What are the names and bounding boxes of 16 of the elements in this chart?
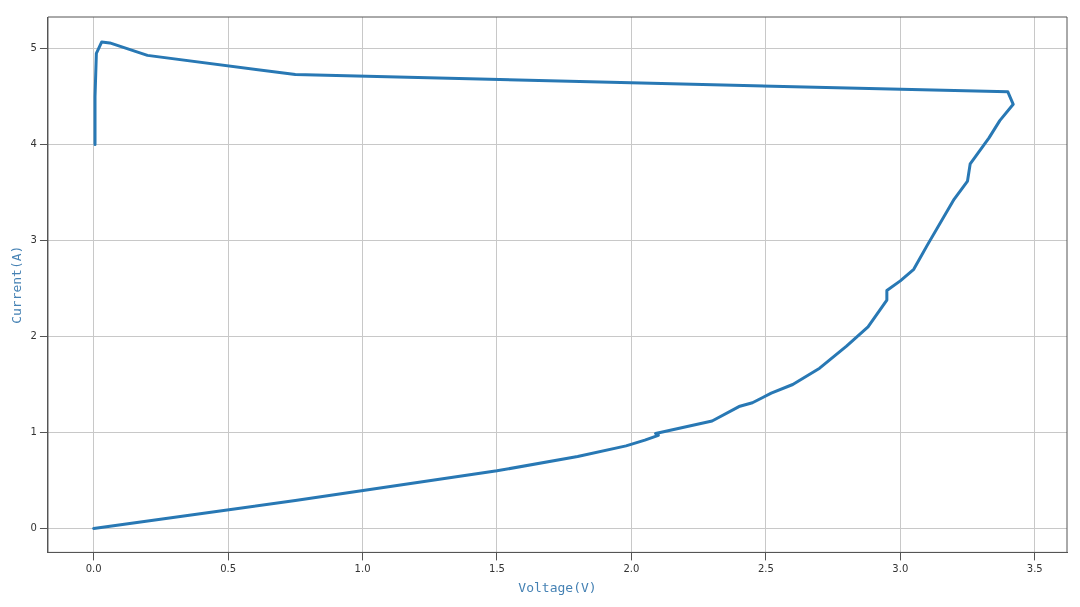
y-tick-label: 3 <box>30 234 37 246</box>
x-tick-label: 0.0 <box>85 562 102 574</box>
x-tick-label: 0.5 <box>220 562 237 574</box>
y-axis-title: Current(A) <box>9 245 25 324</box>
x-tick-label: 2.5 <box>757 562 774 574</box>
y-tick-label: 5 <box>30 42 37 54</box>
x-tick-label: 3.5 <box>1026 562 1043 574</box>
y-tick-label: 1 <box>30 426 37 438</box>
y-tick-label: 2 <box>30 330 37 342</box>
y-tick-label: 0 <box>30 522 37 534</box>
x-tick-label: 1.5 <box>489 562 505 574</box>
x-axis-title: Voltage(V) <box>518 579 597 595</box>
x-tick-label: 2.0 <box>623 562 640 574</box>
x-tick-label: 1.0 <box>354 562 371 574</box>
y-tick-label: 4 <box>30 138 37 150</box>
x-tick-label: 3.0 <box>892 562 909 574</box>
